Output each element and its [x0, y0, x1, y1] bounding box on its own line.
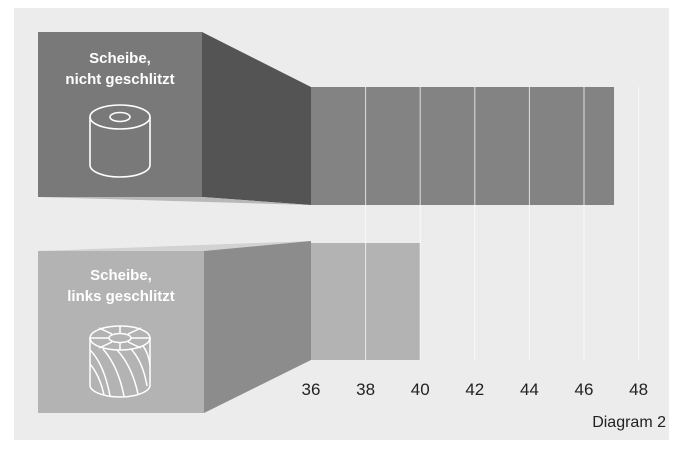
x-tick-label: 40	[411, 380, 430, 399]
box1-face	[38, 32, 202, 197]
x-tick-label: 46	[575, 380, 594, 399]
x-tick-label: 38	[356, 380, 375, 399]
x-tick-label: 44	[520, 380, 539, 399]
box2-label-line1: Scheibe,	[90, 267, 152, 284]
box2-top-shadow	[38, 241, 311, 251]
box1-shadow	[38, 197, 311, 205]
box2-label-line2: links geschlitzt	[67, 288, 175, 305]
x-tick-label: 42	[465, 380, 484, 399]
box1-wedge	[202, 32, 311, 205]
grid-layer	[365, 87, 640, 360]
diagram-caption: Diagram 2	[592, 414, 666, 431]
x-tick-label: 36	[302, 380, 321, 399]
bar-1	[311, 87, 615, 205]
box1-label-line1: Scheibe,	[89, 50, 151, 67]
box1-label-line2: nicht geschlitzt	[65, 71, 175, 88]
box1-label: Scheibe, nicht geschlitzt	[38, 48, 202, 90]
x-tick-label: 48	[629, 380, 648, 399]
ticks-layer: 36 38 40 42 44 46 48	[302, 380, 649, 399]
box2-wedge	[204, 241, 311, 413]
slotted-disc-icon	[89, 325, 151, 398]
bars-layer	[311, 87, 615, 360]
box2-label: Scheibe, links geschlitzt	[38, 265, 204, 307]
plain-disc-icon	[89, 104, 151, 178]
